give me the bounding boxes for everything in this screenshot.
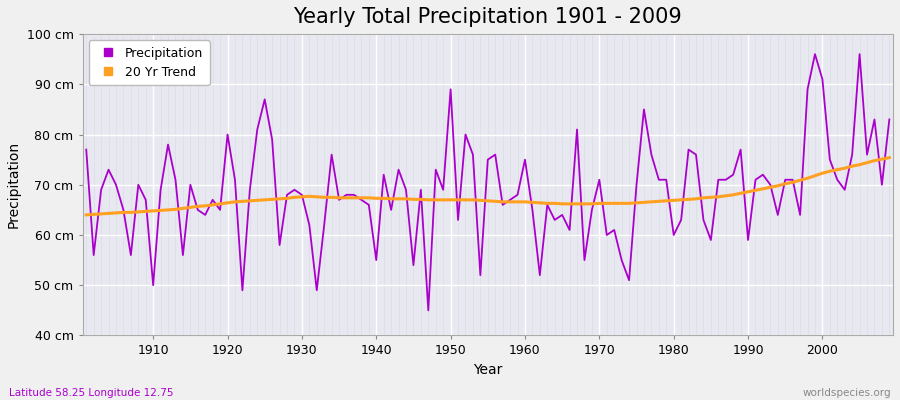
Y-axis label: Precipitation: Precipitation bbox=[7, 141, 21, 228]
Text: Latitude 58.25 Longitude 12.75: Latitude 58.25 Longitude 12.75 bbox=[9, 388, 174, 398]
Legend: Precipitation, 20 Yr Trend: Precipitation, 20 Yr Trend bbox=[89, 40, 210, 85]
X-axis label: Year: Year bbox=[473, 363, 502, 377]
Title: Yearly Total Precipitation 1901 - 2009: Yearly Total Precipitation 1901 - 2009 bbox=[293, 7, 682, 27]
Text: worldspecies.org: worldspecies.org bbox=[803, 388, 891, 398]
